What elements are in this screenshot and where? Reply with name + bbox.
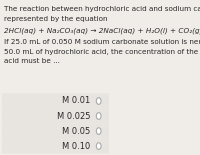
Circle shape <box>96 98 101 104</box>
FancyBboxPatch shape <box>2 108 109 124</box>
Text: The reaction between hydrochloric acid and sodium carbonate is: The reaction between hydrochloric acid a… <box>4 6 200 12</box>
Text: M 0.01: M 0.01 <box>62 97 90 106</box>
FancyBboxPatch shape <box>2 93 109 108</box>
Circle shape <box>96 143 101 149</box>
Text: M 0.10: M 0.10 <box>62 142 90 151</box>
Circle shape <box>96 128 101 134</box>
Circle shape <box>96 113 101 119</box>
FancyBboxPatch shape <box>2 124 109 139</box>
Text: represented by the equation: represented by the equation <box>4 16 107 22</box>
Text: acid must be ...: acid must be ... <box>4 58 59 64</box>
Text: 50.0 mL of hydrochloric acid, the concentration of the hydrochloric: 50.0 mL of hydrochloric acid, the concen… <box>4 49 200 55</box>
Text: 2HCl(aq) + Na₂CO₃(aq) → 2NaCl(aq) + H₂O(l) + CO₂(g): 2HCl(aq) + Na₂CO₃(aq) → 2NaCl(aq) + H₂O(… <box>4 27 200 34</box>
Text: M 0.025: M 0.025 <box>57 112 90 121</box>
Text: M 0.05: M 0.05 <box>62 127 90 136</box>
Text: If 25.0 mL of 0.050 M sodium carbonate solution is neutralised by: If 25.0 mL of 0.050 M sodium carbonate s… <box>4 39 200 45</box>
FancyBboxPatch shape <box>2 139 109 154</box>
